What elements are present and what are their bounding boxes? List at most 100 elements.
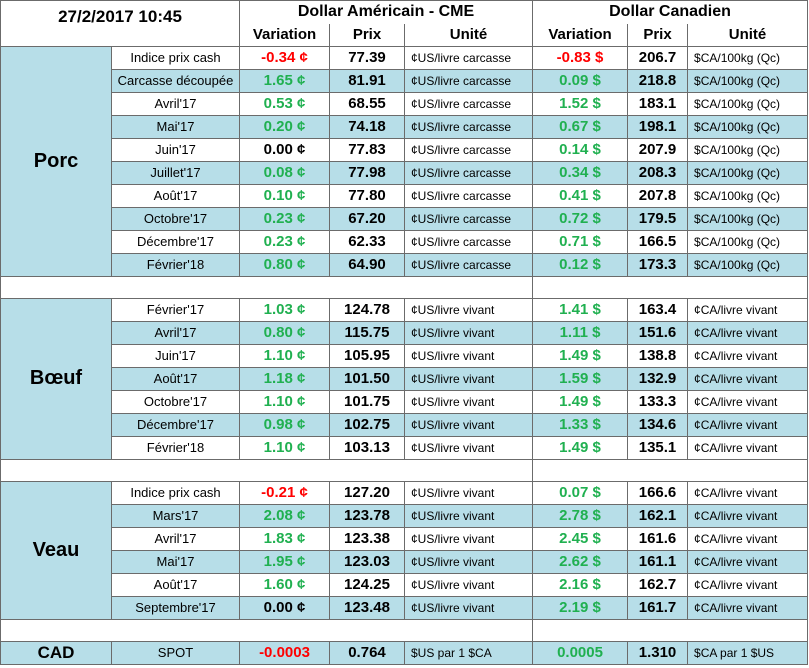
price: 207.9	[627, 137, 689, 162]
variation: 0.41 $	[532, 183, 629, 208]
unit: ¢CA/livre vivant	[687, 503, 809, 528]
price: 103.13	[329, 435, 405, 460]
variation: -0.0003	[239, 640, 330, 665]
price: 161.6	[627, 526, 689, 551]
variation: 2.19 $	[532, 595, 629, 620]
section-name: Bœuf	[0, 297, 112, 460]
variation: 0.72 $	[532, 206, 629, 231]
unit: $CA par 1 $US	[687, 640, 809, 665]
price: 151.6	[627, 320, 689, 345]
spacer	[532, 618, 809, 642]
unit: $CA/100kg (Qc)	[687, 206, 809, 231]
variation: 1.52 $	[532, 91, 629, 116]
row-label: Février'17	[111, 297, 240, 322]
variation: -0.83 $	[532, 45, 629, 70]
price: 198.1	[627, 114, 689, 139]
variation: 1.95 ¢	[239, 549, 330, 574]
price: 134.6	[627, 412, 689, 437]
unit: $US par 1 $CA	[403, 640, 534, 665]
unit: ¢US/livre vivant	[403, 366, 534, 391]
variation: 1.83 ¢	[239, 526, 330, 551]
variation: 0.71 $	[532, 229, 629, 254]
price: 77.83	[329, 137, 405, 162]
price: 123.48	[329, 595, 405, 620]
price: 0.764	[329, 640, 405, 665]
variation: 0.00 ¢	[239, 137, 330, 162]
variation: 0.20 ¢	[239, 114, 330, 139]
price: 132.9	[627, 366, 689, 391]
row: Bœuf Février'17 1.03 ¢ 124.78 ¢US/livre viva…	[0, 297, 809, 460]
price: 77.80	[329, 183, 405, 208]
row-label: Février'18	[111, 435, 240, 460]
unit: ¢US/livre vivant	[403, 343, 534, 368]
variation: 0.12 $	[532, 252, 629, 277]
price: 206.7	[627, 45, 689, 70]
variation: 0.07 $	[532, 480, 629, 505]
price: 101.75	[329, 389, 405, 414]
unit: ¢US/livre carcasse	[403, 183, 534, 208]
price: 101.50	[329, 366, 405, 391]
variation: 1.49 $	[532, 389, 629, 414]
section-name: Veau	[0, 480, 112, 620]
row: Août'17 1.18 ¢ 101.50 ¢US/livre vivant 1.59 …	[0, 366, 809, 391]
unit: $CA/100kg (Qc)	[687, 137, 809, 162]
row-label: Avril'17	[111, 526, 240, 551]
variation: 0.80 ¢	[239, 320, 330, 345]
row: Octobre'17 1.10 ¢ 101.75 ¢US/livre vivant 1.…	[1, 389, 809, 414]
row	[0, 618, 809, 642]
column-header: Prix	[627, 23, 689, 47]
spacer	[0, 275, 534, 299]
unit: ¢CA/livre vivant	[687, 526, 809, 551]
unit: ¢CA/livre vivant	[687, 549, 809, 574]
unit: $CA/100kg (Qc)	[687, 229, 809, 254]
price: 1.310	[627, 640, 689, 665]
spacer	[532, 275, 809, 299]
unit: ¢US/livre carcasse	[403, 68, 534, 93]
row: Septembre'17 0.00 ¢ 123.48 ¢US/livre vivant…	[0, 595, 809, 620]
price: 183.1	[627, 91, 689, 116]
variation: 1.10 ¢	[239, 435, 330, 460]
price: 123.03	[329, 549, 405, 574]
price: 105.95	[329, 343, 405, 368]
price: 67.20	[329, 206, 405, 231]
unit: ¢CA/livre vivant	[687, 435, 809, 460]
variation: 1.49 $	[532, 343, 629, 368]
variation: 1.18 ¢	[239, 366, 330, 391]
row-label: Octobre'17	[111, 206, 240, 231]
unit: ¢US/livre carcasse	[403, 160, 534, 185]
price: 133.3	[627, 389, 689, 414]
row-label: Décembre'17	[111, 412, 240, 437]
row: Mars'17 2.08 ¢ 123.78 ¢US/livre vivant 2.78 …	[0, 503, 809, 528]
variation: 0.10 ¢	[239, 183, 330, 208]
section-name: CAD	[0, 640, 112, 665]
unit: ¢US/livre carcasse	[403, 137, 534, 162]
row-label: Mai'17	[111, 549, 240, 574]
row-label: Août'17	[111, 572, 240, 597]
price: 161.1	[627, 549, 689, 574]
price: 115.75	[329, 320, 405, 345]
column-header: Unité	[687, 23, 809, 47]
unit: $CA/100kg (Qc)	[687, 160, 809, 185]
variation: 0.53 ¢	[239, 91, 330, 116]
row-label: SPOT	[111, 640, 240, 665]
unit: ¢CA/livre vivant	[687, 595, 809, 620]
unit: ¢US/livre vivant	[403, 595, 534, 620]
price: 179.5	[627, 206, 689, 231]
row-label: Carcasse découpée	[111, 68, 240, 93]
row-label: Avril'17	[111, 320, 240, 345]
row: Juillet'17 0.08 ¢ 77.98 ¢US/livre carcasse 0…	[0, 160, 809, 185]
row-label: Juillet'17	[111, 160, 240, 185]
variation: 0.09 $	[532, 68, 629, 93]
row: Veau Indice prix cash -0.21 ¢ 127.20 ¢US/liv…	[0, 480, 809, 620]
unit: ¢CA/livre vivant	[687, 480, 809, 505]
column-header: Unité	[403, 23, 534, 47]
variation: 0.98 ¢	[239, 412, 330, 437]
variation: 2.62 $	[532, 549, 629, 574]
usd-title: Dollar Américain - CME	[238, 0, 534, 24]
variation: 1.33 $	[532, 412, 629, 437]
unit: ¢CA/livre vivant	[687, 412, 809, 437]
variation: 0.23 ¢	[239, 206, 330, 231]
variation: -0.34 ¢	[239, 45, 330, 70]
row: Mai'17 1.95 ¢ 123.03 ¢US/livre vivant 2.62 $…	[0, 549, 809, 574]
